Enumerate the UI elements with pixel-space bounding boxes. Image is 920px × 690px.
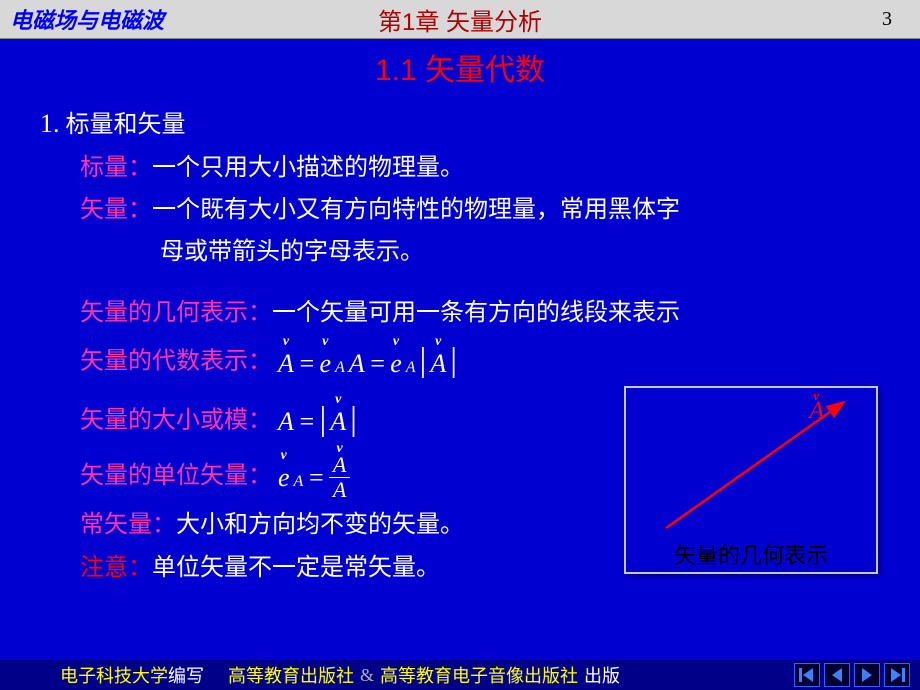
- arrow-icon: [626, 388, 880, 538]
- section-title: 1.1 矢量代数: [40, 47, 880, 95]
- prev-slide-button[interactable]: [824, 663, 850, 687]
- footer-publish: 出版: [584, 662, 620, 688]
- diagram-vector-label: A: [809, 398, 824, 425]
- footer-write: 编写: [168, 662, 204, 688]
- geo-line: 矢量的几何表示：一个矢量可用一条有方向的线段来表示: [40, 294, 880, 332]
- unit-formula: eA = A A: [278, 453, 350, 502]
- unit-keyword: 矢量的单位矢量：: [80, 463, 272, 489]
- last-slide-button[interactable]: [884, 663, 910, 687]
- const-text: 大小和方向均不变的矢量。: [176, 512, 464, 538]
- vector-diagram: A 矢量的几何表示: [624, 386, 878, 574]
- geo-keyword: 矢量的几何表示：: [80, 300, 272, 326]
- vector-def-line2: 母或带箭头的字母表示。: [40, 233, 880, 271]
- chapter-title: 第1章 矢量分析: [378, 2, 542, 37]
- footer-amp: &: [360, 665, 374, 686]
- scalar-keyword: 标量：: [80, 155, 152, 181]
- alg-formula: A = eA A = eA |A|: [278, 336, 457, 390]
- const-keyword: 常矢量：: [80, 512, 176, 538]
- subsection-label: 标量和矢量: [66, 112, 186, 138]
- footer-uni: 电子科技大学: [60, 662, 168, 688]
- mod-keyword: 矢量的大小或模：: [80, 407, 272, 433]
- scalar-text: 一个只用大小描述的物理量。: [152, 155, 464, 181]
- diagram-caption: 矢量的几何表示: [626, 538, 876, 570]
- scalar-def-line: 标量：一个只用大小描述的物理量。: [40, 149, 880, 187]
- vector-text1: 一个既有大小又有方向特性的物理量，常用黑体字: [152, 197, 680, 223]
- subsection-heading: 1. 标量和矢量: [40, 103, 880, 145]
- subsection-num: 1.: [40, 109, 60, 138]
- note-keyword: 注意：: [80, 555, 152, 581]
- footer-pub1: 高等教育出版社: [228, 662, 354, 688]
- nav-buttons: [794, 663, 910, 687]
- page-number: 3: [882, 8, 892, 31]
- alg-line: 矢量的代数表示： A = eA A = eA |A|: [40, 336, 880, 390]
- first-slide-button[interactable]: [794, 663, 820, 687]
- alg-keyword: 矢量的代数表示：: [80, 349, 272, 375]
- next-slide-button[interactable]: [854, 663, 880, 687]
- geo-text: 一个矢量可用一条有方向的线段来表示: [272, 300, 680, 326]
- slide-header: 电磁场与电磁波 第1章 矢量分析 3: [0, 0, 920, 39]
- mod-formula: A = |A|: [278, 395, 357, 449]
- course-title: 电磁场与电磁波: [10, 3, 164, 35]
- vector-def-line1: 矢量：一个既有大小又有方向特性的物理量，常用黑体字: [40, 191, 880, 229]
- footer-pub2: 高等教育电子音像出版社: [380, 662, 578, 688]
- vector-keyword: 矢量：: [80, 197, 152, 223]
- slide-footer: 电子科技大学 编写 高等教育出版社 & 高等教育电子音像出版社 出版: [0, 660, 920, 690]
- note-text: 单位矢量不一定是常矢量。: [152, 555, 440, 581]
